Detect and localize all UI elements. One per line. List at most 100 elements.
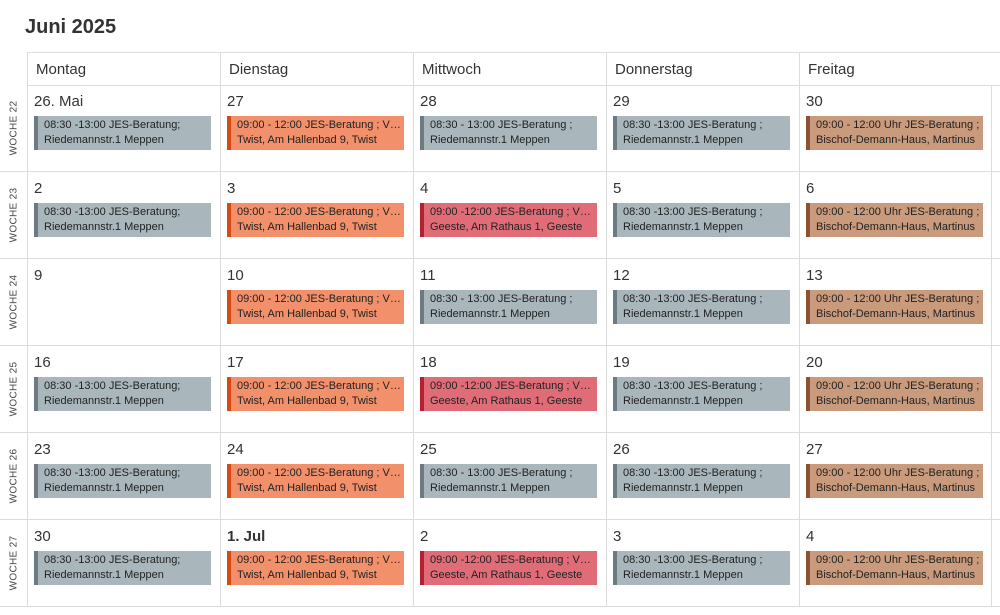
calendar-event[interactable]: 08:30 -13:00 JES-Beratung; Riedemannstr.1… (34, 377, 211, 411)
calendar-event[interactable]: 08:30 -13:00 JES-Beratung ; Riedemannstr.… (613, 551, 790, 585)
week-number-label[interactable]: WOCHE 22 (0, 85, 27, 171)
day-number: 17 (227, 354, 244, 371)
week-number-label[interactable]: WOCHE 23 (0, 172, 27, 258)
day-number: 18 (420, 354, 437, 371)
calendar-event[interactable]: 09:00 - 12:00 Uhr JES-Beratung ; Bischof-… (806, 551, 983, 585)
day-cell[interactable]: 27 09:00 - 12:00 JES-Beratung ; VHS Twist,… (220, 85, 413, 171)
event-time-title: 08:30 - 13:00 JES-Beratung ; (430, 467, 573, 479)
calendar-event[interactable]: 09:00 -12:00 JES-Beratung ; VHS Geeste, A… (420, 551, 597, 585)
calendar-event[interactable]: 09:00 - 12:00 Uhr JES-Beratung ; Bischof-… (806, 290, 983, 324)
day-cell[interactable]: 29 08:30 -13:00 JES-Beratung ; Riedemannst… (606, 85, 799, 171)
day-number: 9 (34, 267, 43, 284)
event-location: Twist, Am Hallenbad 9, Twist (237, 395, 377, 407)
day-cell[interactable]: 13 09:00 - 12:00 Uhr JES-Beratung ; Bischo… (799, 259, 992, 345)
day-cell[interactable]: 30 09:00 - 12:00 Uhr JES-Beratung ; Bischo… (799, 85, 992, 171)
day-cell[interactable]: 26 08:30 -13:00 JES-Beratung ; Riedemannst… (606, 433, 799, 519)
day-cell[interactable]: 30 08:30 -13:00 JES-Beratung; Riedemannstr… (27, 520, 220, 606)
calendar-event[interactable]: 08:30 -13:00 JES-Beratung; Riedemannstr.1… (34, 464, 211, 498)
event-time-title: 08:30 -13:00 JES-Beratung; (44, 554, 181, 566)
calendar-event[interactable]: 09:00 - 12:00 JES-Beratung ; VHS Twist, A… (227, 377, 404, 411)
day-cell[interactable]: 10 09:00 - 12:00 JES-Beratung ; VHS Twist,… (220, 259, 413, 345)
week-number-text: WOCHE 25 (8, 361, 19, 417)
week-number-label[interactable]: WOCHE 24 (0, 259, 27, 345)
day-cell[interactable]: 11 08:30 - 13:00 JES-Beratung ; Riedemanns… (413, 259, 606, 345)
calendar-event[interactable]: 08:30 - 13:00 JES-Beratung ; Riedemannstr… (420, 464, 597, 498)
event-time-title: 08:30 -13:00 JES-Beratung ; (623, 554, 763, 566)
calendar-event[interactable]: 09:00 - 12:00 Uhr JES-Beratung ; Bischof-… (806, 377, 983, 411)
calendar-event[interactable]: 09:00 - 12:00 Uhr JES-Beratung ; Bischof-… (806, 116, 983, 150)
event-time-title: 09:00 - 12:00 JES-Beratung ; VHS (237, 293, 401, 305)
calendar-event[interactable]: 09:00 - 12:00 JES-Beratung ; VHS Twist, A… (227, 464, 404, 498)
event-location: Twist, Am Hallenbad 9, Twist (237, 134, 377, 146)
calendar-event[interactable]: 09:00 - 12:00 Uhr JES-Beratung ; Bischof-… (806, 203, 983, 237)
day-number: 24 (227, 441, 244, 458)
day-cell[interactable]: 16 08:30 -13:00 JES-Beratung; Riedemannstr… (27, 346, 220, 432)
week-row: WOCHE 27 30 08:30 -13:00 JES-Beratung; Ried… (0, 520, 1000, 607)
event-location: Riedemannstr.1 Meppen (430, 308, 550, 320)
day-cell[interactable]: 2 09:00 -12:00 JES-Beratung ; VHS Geeste, … (413, 520, 606, 606)
calendar-event[interactable]: 08:30 -13:00 JES-Beratung ; Riedemannstr.… (613, 290, 790, 324)
event-location: Bischof-Demann-Haus, Martinus (816, 134, 975, 146)
calendar-event[interactable]: 09:00 - 12:00 JES-Beratung ; VHS Twist, A… (227, 551, 404, 585)
day-cell[interactable]: 9 (27, 259, 220, 345)
day-cell[interactable]: 3 08:30 -13:00 JES-Beratung ; Riedemannstr… (606, 520, 799, 606)
calendar-event[interactable]: 08:30 - 13:00 JES-Beratung ; Riedemannstr… (420, 116, 597, 150)
weekday-wednesday: Mittwoch (413, 53, 606, 85)
day-cell[interactable]: 26. Mai 08:30 -13:00 JES-Beratung; Riedema… (27, 85, 220, 171)
day-cell[interactable]: 19 08:30 -13:00 JES-Beratung ; Riedemannst… (606, 346, 799, 432)
day-cell[interactable]: 25 08:30 - 13:00 JES-Beratung ; Riedemanns… (413, 433, 606, 519)
event-location: Riedemannstr.1 Meppen (430, 134, 550, 146)
event-time-title: 09:00 - 12:00 Uhr JES-Beratung ; (816, 380, 980, 392)
calendar-event[interactable]: 08:30 -13:00 JES-Beratung ; Riedemannstr.… (613, 116, 790, 150)
event-location: Bischof-Demann-Haus, Martinus (816, 395, 975, 407)
day-number: 11 (420, 267, 436, 284)
calendar-event[interactable]: 08:30 -13:00 JES-Beratung; Riedemannstr.1… (34, 551, 211, 585)
week-number-label[interactable]: WOCHE 27 (0, 520, 27, 606)
week-number-text: WOCHE 27 (8, 535, 19, 591)
event-location: Geeste, Am Rathaus 1, Geeste (430, 395, 583, 407)
calendar-event[interactable]: 09:00 - 12:00 JES-Beratung ; VHS Twist, A… (227, 116, 404, 150)
week-number-label[interactable]: WOCHE 25 (0, 346, 27, 432)
day-cell[interactable]: 6 09:00 - 12:00 Uhr JES-Beratung ; Bischof… (799, 172, 992, 258)
day-cell[interactable]: 4 09:00 - 12:00 Uhr JES-Beratung ; Bischof… (799, 520, 992, 606)
calendar-event[interactable]: 09:00 -12:00 JES-Beratung ; VHS Geeste, A… (420, 203, 597, 237)
day-number: 16 (34, 354, 51, 371)
weekday-friday: Freitag (799, 53, 992, 85)
week-number-label[interactable]: WOCHE 26 (0, 433, 27, 519)
event-location: Geeste, Am Rathaus 1, Geeste (430, 221, 583, 233)
event-location: Riedemannstr.1 Meppen (623, 395, 743, 407)
calendar-event[interactable]: 08:30 -13:00 JES-Beratung ; Riedemannstr.… (613, 464, 790, 498)
calendar-event[interactable]: 08:30 -13:00 JES-Beratung ; Riedemannstr.… (613, 203, 790, 237)
day-number: 27 (227, 93, 244, 110)
day-cell[interactable]: 20 09:00 - 12:00 Uhr JES-Beratung ; Bischo… (799, 346, 992, 432)
calendar-event[interactable]: 09:00 - 12:00 Uhr JES-Beratung ; Bischof-… (806, 464, 983, 498)
day-cell[interactable]: 2 08:30 -13:00 JES-Beratung; Riedemannstr.… (27, 172, 220, 258)
calendar-event[interactable]: 09:00 -12:00 JES-Beratung ; VHS Geeste, A… (420, 377, 597, 411)
day-cell[interactable]: 3 09:00 - 12:00 JES-Beratung ; VHS Twist, … (220, 172, 413, 258)
event-location: Riedemannstr.1 Meppen (44, 569, 164, 581)
event-location: Riedemannstr.1 Meppen (623, 221, 743, 233)
calendar-event[interactable]: 08:30 -13:00 JES-Beratung; Riedemannstr.1… (34, 203, 211, 237)
day-cell[interactable]: 12 08:30 -13:00 JES-Beratung ; Riedemannst… (606, 259, 799, 345)
day-cell[interactable]: 1. Jul 09:00 - 12:00 JES-Beratung ; VHS Tw… (220, 520, 413, 606)
calendar-event[interactable]: 09:00 - 12:00 JES-Beratung ; VHS Twist, A… (227, 203, 404, 237)
day-cell[interactable]: 5 08:30 -13:00 JES-Beratung ; Riedemannstr… (606, 172, 799, 258)
calendar-event[interactable]: 09:00 - 12:00 JES-Beratung ; VHS Twist, A… (227, 290, 404, 324)
calendar-event[interactable]: 08:30 - 13:00 JES-Beratung ; Riedemannstr… (420, 290, 597, 324)
day-number: 30 (806, 93, 823, 110)
event-location: Riedemannstr.1 Meppen (44, 482, 164, 494)
day-cell[interactable]: 17 09:00 - 12:00 JES-Beratung ; VHS Twist,… (220, 346, 413, 432)
day-cell[interactable]: 4 09:00 -12:00 JES-Beratung ; VHS Geeste, … (413, 172, 606, 258)
day-cell[interactable]: 24 09:00 - 12:00 JES-Beratung ; VHS Twist,… (220, 433, 413, 519)
day-cell[interactable]: 27 09:00 - 12:00 Uhr JES-Beratung ; Bischo… (799, 433, 992, 519)
calendar-event[interactable]: 08:30 -13:00 JES-Beratung ; Riedemannstr.… (613, 377, 790, 411)
day-number: 4 (806, 528, 815, 545)
day-cell[interactable]: 18 09:00 -12:00 JES-Beratung ; VHS Geeste,… (413, 346, 606, 432)
calendar-event[interactable]: 08:30 -13:00 JES-Beratung; Riedemannstr.1… (34, 116, 211, 150)
weekday-tuesday: Dienstag (220, 53, 413, 85)
event-time-title: 08:30 - 13:00 JES-Beratung ; (430, 119, 573, 131)
day-cell[interactable]: 28 08:30 - 13:00 JES-Beratung ; Riedemanns… (413, 85, 606, 171)
day-cell[interactable]: 23 08:30 -13:00 JES-Beratung; Riedemannstr… (27, 433, 220, 519)
day-number: 1. Jul (227, 528, 266, 545)
weekday-monday: Montag (27, 53, 220, 85)
